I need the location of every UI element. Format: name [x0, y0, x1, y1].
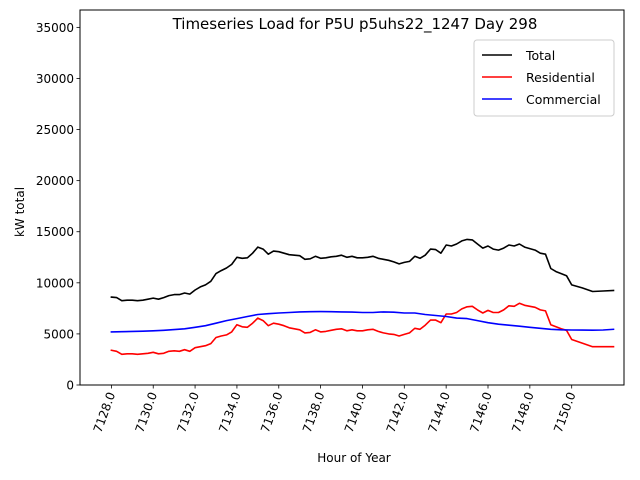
plot-series [110, 238, 615, 356]
x-tick-label: 7138.0 [300, 390, 328, 434]
legend-box [473, 39, 615, 117]
x-axis-ticks: 7128.0 7130.0 7132.0 7134.0 7136.0 7138.0 7140… [91, 385, 579, 434]
chart-title: Timeseries Load for P5U p5uhs22_1247 Day… [172, 15, 538, 34]
x-tick-label: 7150.0 [551, 390, 579, 434]
y-tick-label: 30000 [36, 72, 74, 86]
y-tick-label: 0 [66, 379, 74, 393]
x-tick-label: 7130.0 [133, 390, 161, 434]
x-tick-label: 7142.0 [384, 390, 412, 434]
legend: Total Residential Commercial [473, 39, 615, 117]
y-tick-label: 35000 [36, 21, 74, 35]
x-axis-label: Hour of Year [317, 451, 391, 465]
x-tick-label: 7134.0 [216, 390, 244, 434]
series-line-residential [110, 302, 615, 356]
x-tick-label: 7132.0 [174, 390, 202, 434]
legend-label-residential: Residential [526, 70, 595, 85]
y-axis-ticks: 0 5000 10000 15000 20000 25000 30000 35000 [36, 21, 80, 393]
y-tick-label: 25000 [36, 123, 74, 137]
y-tick-label: 15000 [36, 225, 74, 239]
x-tick-label: 7148.0 [509, 390, 537, 434]
series-line-commercial [110, 310, 615, 333]
x-tick-label: 7146.0 [467, 390, 495, 434]
y-axis-label: kW total [13, 187, 27, 237]
x-tick-label: 7136.0 [258, 390, 286, 434]
y-tick-label: 5000 [43, 327, 74, 341]
series-line-total [110, 238, 615, 302]
x-tick-label: 7140.0 [342, 390, 370, 434]
y-tick-label: 20000 [36, 174, 74, 188]
y-tick-label: 10000 [36, 276, 74, 290]
legend-label-total: Total [525, 48, 555, 63]
legend-label-commercial: Commercial [526, 92, 601, 107]
x-tick-label: 7144.0 [425, 390, 453, 434]
plot-frame [79, 9, 625, 386]
x-tick-label: 7128.0 [91, 390, 119, 434]
